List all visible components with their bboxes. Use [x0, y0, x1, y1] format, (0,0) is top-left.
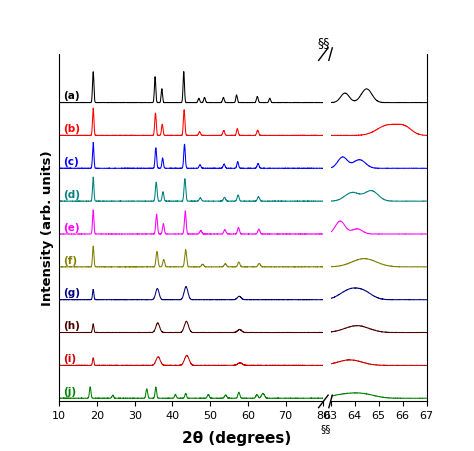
Text: (h): (h): [63, 321, 80, 331]
Text: 2θ (degrees): 2θ (degrees): [182, 432, 292, 446]
Text: (d): (d): [63, 190, 80, 200]
Y-axis label: Intensity (arb. units): Intensity (arb. units): [41, 150, 54, 306]
Text: (g): (g): [63, 289, 80, 299]
Text: §§: §§: [317, 36, 329, 49]
Text: (b): (b): [63, 124, 80, 134]
Text: (a): (a): [63, 92, 80, 101]
Text: (f): (f): [63, 256, 77, 266]
Text: (j): (j): [63, 387, 76, 397]
Text: (i): (i): [63, 354, 76, 364]
Text: (c): (c): [63, 157, 79, 167]
Text: §§: §§: [321, 424, 331, 434]
Text: (e): (e): [63, 223, 80, 233]
